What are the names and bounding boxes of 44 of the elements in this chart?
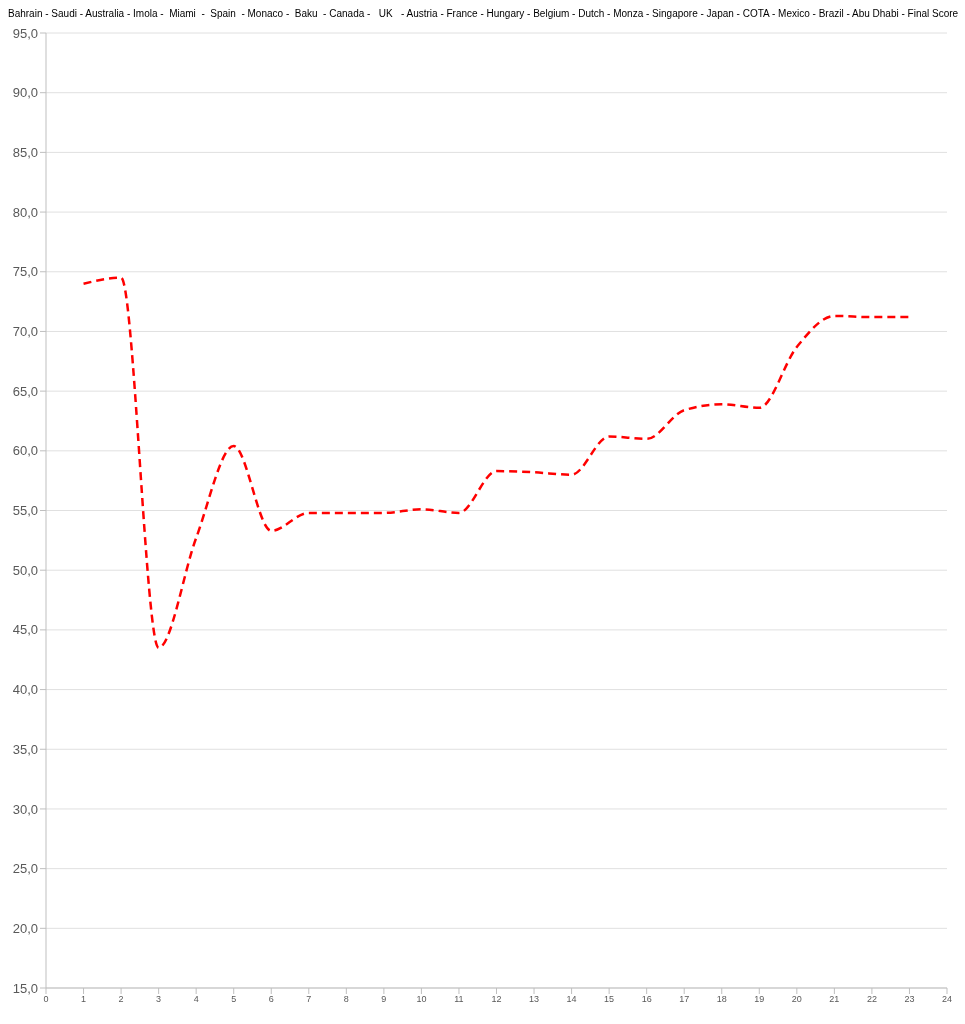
y-tick-label: 60,0 [12, 443, 38, 459]
y-tick-label: 95,0 [12, 25, 38, 41]
y-tick-label: 80,0 [12, 204, 38, 220]
x-tick-label: 8 [343, 994, 349, 1005]
x-tick-label: 0 [43, 994, 49, 1005]
line-series [82, 276, 911, 650]
y-tick-label: 20,0 [12, 920, 38, 936]
y-tick-label: 65,0 [12, 383, 38, 399]
chart-title: Bahrain - Saudi - Australia - Imola - Miami - Spain - Monaco - Baku - Canada - UK - Austria - France - Hungary - Belgium - Dutch - Monza - Singapore - Japan - COTA - Mexico - Brazil - Abu Dhabi - Final Score [8, 8, 959, 19]
y-tick-label: 75,0 [12, 264, 38, 280]
x-tick-label: 6 [268, 994, 274, 1005]
y-tick-label: 25,0 [12, 861, 38, 877]
x-tick-label: 17 [679, 994, 690, 1005]
x-tick-label: 24 [941, 994, 953, 1005]
x-tick-label: 15 [604, 994, 615, 1005]
x-tick-label: 2 [118, 994, 124, 1005]
x-tick-label: 7 [306, 994, 312, 1005]
x-tick-label: 12 [491, 994, 502, 1005]
y-tick-label: 50,0 [12, 562, 38, 578]
x-tick-label: 3 [156, 994, 162, 1005]
x-tick-label: 14 [566, 994, 577, 1005]
x-tick-label: 4 [193, 994, 199, 1005]
x-tick-label: 20 [791, 994, 802, 1005]
x-tick-label: 9 [381, 994, 387, 1005]
y-tick-label: 70,0 [12, 324, 38, 340]
y-tick-label: 85,0 [12, 144, 38, 160]
y-tick-label: 55,0 [12, 503, 38, 519]
x-tick-label: 23 [904, 994, 915, 1005]
x-tick-label: 18 [716, 994, 727, 1005]
y-tick-label: 35,0 [12, 741, 38, 757]
x-tick-label: 10 [416, 994, 427, 1005]
x-tick-label: 5 [231, 994, 237, 1005]
x-tick-label: 11 [454, 994, 464, 1005]
y-tick-label: 45,0 [12, 622, 38, 638]
y-tick-label: 30,0 [12, 801, 38, 817]
y-tick-label: 40,0 [12, 682, 38, 698]
x-tick-label: 22 [866, 994, 877, 1005]
y-tick-label: 15,0 [12, 980, 38, 996]
x-tick-label: 1 [81, 994, 87, 1005]
y-tick-label: 90,0 [12, 85, 38, 101]
x-tick-label: 13 [529, 994, 540, 1005]
x-tick-label: 16 [641, 994, 652, 1005]
x-tick-label: 19 [754, 994, 765, 1005]
x-tick-label: 21 [829, 994, 840, 1005]
